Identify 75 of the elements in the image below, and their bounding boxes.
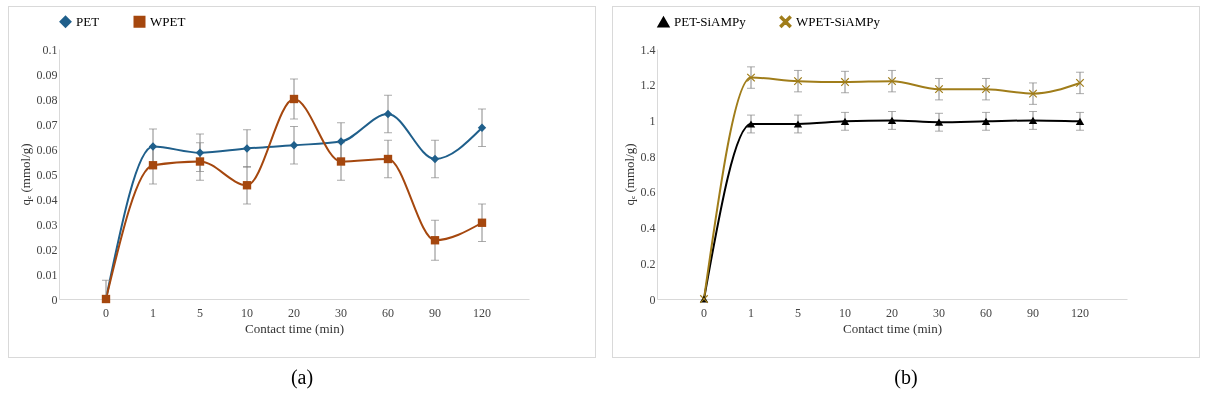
point [148, 161, 158, 170]
point [477, 123, 487, 132]
point [195, 157, 205, 166]
point [887, 116, 897, 125]
text: (a) [289, 366, 315, 389]
x-tick-label: 120 [1071, 305, 1089, 320]
point [793, 120, 803, 128]
x-tick-label: 0 [103, 305, 109, 320]
point [195, 148, 205, 157]
point [336, 157, 346, 166]
y-axis-title: qₑ (mmol/g) [621, 143, 637, 206]
x-axis-title: Contact time (min) [245, 320, 344, 336]
x-axis-title: Contact time (min) [843, 320, 942, 336]
legend-label: PET-SiAMPy [674, 14, 747, 30]
y-tick-label: 0.02 [36, 242, 58, 257]
legend-label: WPET-SiAMPy [796, 13, 881, 29]
point [1028, 89, 1038, 98]
x-tick-label: 120 [473, 305, 491, 320]
x-tick-label: 5 [197, 305, 203, 320]
point [430, 236, 440, 245]
x-tick-label: 90 [1027, 305, 1039, 320]
x-tick-label: 10 [241, 305, 253, 320]
y-tick-label: 0.2 [640, 256, 656, 271]
point [981, 117, 991, 125]
point [383, 109, 393, 119]
point [981, 85, 991, 94]
legend-label: WPET [150, 13, 186, 29]
y-tick-label: 1 [649, 113, 656, 128]
y-tick-label: 0.06 [36, 142, 58, 157]
y-axis-title: qₑ (mmol/g) [17, 143, 33, 206]
y-tick-label: 0.03 [36, 217, 58, 232]
point [242, 181, 252, 190]
y-tick-label: 0.1 [42, 42, 58, 57]
point [1075, 117, 1085, 125]
x-tick-label: 1 [748, 305, 754, 320]
point [477, 218, 487, 227]
point [289, 94, 299, 104]
point [242, 144, 252, 153]
y-tick-label: 0.09 [36, 67, 58, 82]
point [840, 117, 850, 125]
point [934, 85, 944, 94]
y-tick-label: 0.6 [640, 185, 656, 200]
x-tick-label: 1 [150, 305, 156, 320]
x-tick-label: 20 [886, 305, 898, 320]
x-tick-label: 5 [795, 305, 801, 320]
y-tick-label: 0.01 [36, 267, 58, 282]
y-tick-label: 0.07 [36, 117, 58, 132]
point [430, 154, 440, 164]
legend-label: PET [76, 13, 100, 29]
y-tick-label: 0 [51, 292, 58, 307]
x-tick-label: 30 [933, 305, 945, 320]
point [289, 141, 299, 150]
y-tick-label: 0.04 [36, 192, 58, 207]
x-tick-label: 30 [335, 305, 347, 320]
x-tick-label: 60 [980, 305, 992, 320]
x-tick-label: 0 [701, 305, 707, 320]
x-tick-label: 90 [429, 305, 441, 320]
x-tick-label: 60 [382, 305, 394, 320]
point [1028, 116, 1038, 125]
x-tick-label: 20 [288, 305, 300, 320]
y-tick-label: 1.2 [640, 78, 656, 93]
y-tick-label: 0.8 [640, 149, 656, 164]
text: (b) [893, 366, 919, 389]
x-tick-label: 10 [839, 305, 851, 320]
point [746, 73, 756, 82]
y-tick-label: 0.05 [36, 167, 58, 182]
point [934, 118, 944, 126]
point [383, 154, 393, 164]
point [746, 120, 756, 128]
point [336, 137, 346, 146]
y-tick-label: 0.08 [36, 92, 58, 107]
point [148, 142, 158, 151]
y-tick-label: 0.4 [640, 221, 656, 236]
y-tick-label: 0 [649, 292, 656, 307]
y-tick-label: 1.4 [640, 42, 656, 57]
